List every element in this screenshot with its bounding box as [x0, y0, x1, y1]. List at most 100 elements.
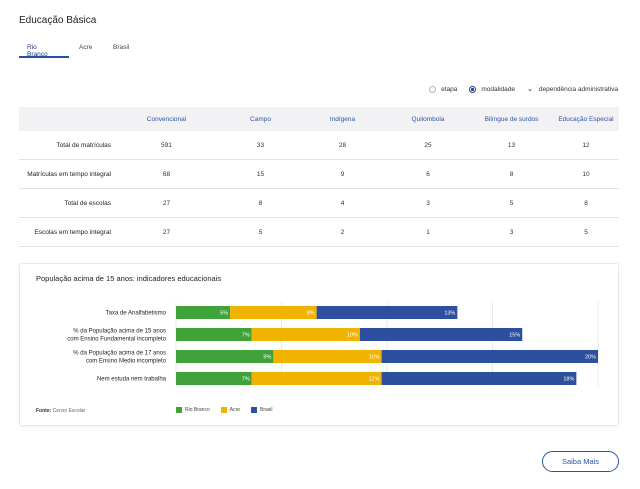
- legend-item: Brasil: [251, 407, 273, 413]
- column-header: Campo: [250, 115, 271, 123]
- table-cell: 27: [162, 199, 171, 207]
- chevron-down-icon: ⌄: [526, 86, 533, 93]
- table-cell: 8: [509, 170, 514, 178]
- table-cell: 33: [256, 141, 265, 149]
- table-cell: 3: [509, 228, 514, 236]
- row-label: Total de escolas: [64, 199, 111, 207]
- table-cell: 28: [338, 141, 347, 149]
- table-row: Escolas em tempo integral 27 5 2 1 3 5: [19, 218, 619, 247]
- data-label: 8%: [307, 311, 315, 317]
- source-label: Fonte:: [36, 408, 52, 414]
- filter-etapa[interactable]: etapa: [429, 85, 458, 93]
- data-label: 10%: [369, 355, 380, 361]
- bar-segment: [316, 306, 458, 319]
- bar-segment: [273, 350, 382, 363]
- data-label: 12%: [369, 377, 380, 383]
- data-label: 5%: [220, 311, 228, 317]
- table-cell: 25: [424, 141, 432, 149]
- table-cell: 5: [509, 199, 514, 207]
- legend-label: Rio Branco: [185, 407, 210, 413]
- legend-swatch: [220, 407, 227, 413]
- tab-acre[interactable]: Acre: [79, 44, 93, 51]
- table-cell: 4: [340, 199, 345, 207]
- modalidade-label: modalidade: [481, 85, 515, 93]
- column-header: Bilíngue de surdos: [484, 115, 539, 123]
- table-cell: 9: [340, 170, 345, 178]
- bar-segment: [359, 328, 523, 341]
- bar-segment: [176, 372, 252, 385]
- column-header: Quilombola: [411, 115, 445, 123]
- data-label: 10%: [347, 333, 358, 339]
- table-cell: 3: [426, 199, 430, 207]
- source-note: Fonte: Censo Escolar: [36, 408, 85, 414]
- panel-title: População acima de 15 anos: indicadores …: [36, 274, 222, 283]
- bar-segment: [176, 350, 274, 363]
- table-cell: 10: [582, 170, 590, 178]
- data-label: 15%: [509, 333, 520, 339]
- table-cell: 27: [162, 228, 171, 236]
- table-cell: 591: [161, 141, 172, 149]
- table-cell: 6: [426, 170, 430, 178]
- table-row: Matrículas em tempo integral 68 15 9 6 8…: [19, 160, 619, 189]
- table-cell: 5: [584, 228, 588, 236]
- etapa-label: etapa: [441, 85, 458, 93]
- bar-segment: [251, 372, 382, 385]
- table-cell: 8: [584, 199, 588, 207]
- category-label: Taxa de Analfabetismo: [106, 311, 167, 317]
- table-cell: 2: [340, 228, 345, 236]
- column-header: Educação Especial: [558, 115, 614, 123]
- legend-swatch: [176, 407, 182, 413]
- category-label: % da População acima de 17 anos com Ensin…: [73, 351, 166, 365]
- indicators-chart: Taxa de Analfabetismo 5% 8% 13% % da Populaç…: [67, 302, 599, 386]
- table-cell: 68: [162, 170, 171, 178]
- data-label: 18%: [563, 377, 574, 383]
- bar-segment: [381, 372, 577, 385]
- column-header: Convencional: [146, 115, 187, 123]
- page-title: Educação Básica: [19, 15, 97, 26]
- table-cell: 12: [582, 141, 590, 149]
- table-row: Total de matrículas 591 33 28 25 13 12: [19, 131, 619, 160]
- legend-label: Acre: [229, 407, 241, 413]
- data-label: 9%: [263, 355, 271, 361]
- filter-modalidade[interactable]: modalidade: [469, 85, 515, 93]
- bar-segment: [176, 306, 231, 319]
- indicators-panel: População acima de 15 anos: indicadores …: [19, 263, 619, 426]
- data-label: 13%: [444, 311, 455, 317]
- location-tabs: Rio Branco Acre Brasil: [19, 40, 147, 58]
- table-cell: 5: [258, 228, 263, 236]
- etapa-radio[interactable]: [429, 85, 437, 93]
- category-label: % da População acima de 15 anos com Ensin…: [67, 329, 166, 343]
- legend-item: Rio Branco: [176, 407, 210, 413]
- data-label: 7%: [242, 333, 250, 339]
- dependencia-label: dependência administrativa: [538, 85, 618, 93]
- bar-segment: [176, 328, 252, 341]
- table-header: Convencional Campo Indígena Quilombola B…: [19, 107, 619, 131]
- table-cell: 13: [507, 141, 516, 149]
- tab-brasil[interactable]: Brasil: [113, 44, 130, 51]
- modalidade-radio[interactable]: [469, 85, 477, 93]
- chart-legend: Rio Branco Acre Brasil: [176, 407, 284, 413]
- bar-segment: [381, 350, 598, 363]
- source-value: Censo Escolar: [52, 408, 86, 414]
- data-label: 20%: [585, 355, 596, 361]
- legend-label: Brasil: [260, 407, 273, 413]
- row-label: Total de matrículas: [56, 141, 111, 149]
- filter-dependencia-dropdown[interactable]: ⌄ dependência administrativa: [526, 85, 618, 94]
- legend-item: Acre: [220, 407, 241, 413]
- column-header: Indígena: [329, 115, 356, 123]
- table-cell: 15: [256, 170, 265, 178]
- saiba-mais-button[interactable]: Saiba Mais: [542, 451, 619, 472]
- table-cell: 1: [426, 228, 430, 236]
- bar-segment: [230, 306, 317, 319]
- row-label: Matrículas em tempo integral: [27, 170, 111, 178]
- row-label: Escolas em tempo integral: [34, 228, 111, 236]
- data-label: 7%: [242, 377, 250, 383]
- category-label: Nem estuda nem trabalha: [97, 377, 167, 383]
- legend-swatch: [251, 407, 258, 413]
- filter-bar: etapa modalidade ⌄ dependência administr…: [429, 83, 618, 95]
- table-cell: 8: [258, 199, 263, 207]
- bar-segment: [251, 328, 360, 341]
- tab-rio-branco[interactable]: Rio Branco: [19, 40, 69, 58]
- modalidade-table: Convencional Campo Indígena Quilombola B…: [19, 107, 619, 247]
- table-row: Total de escolas 27 8 4 3 5 8: [19, 189, 619, 218]
